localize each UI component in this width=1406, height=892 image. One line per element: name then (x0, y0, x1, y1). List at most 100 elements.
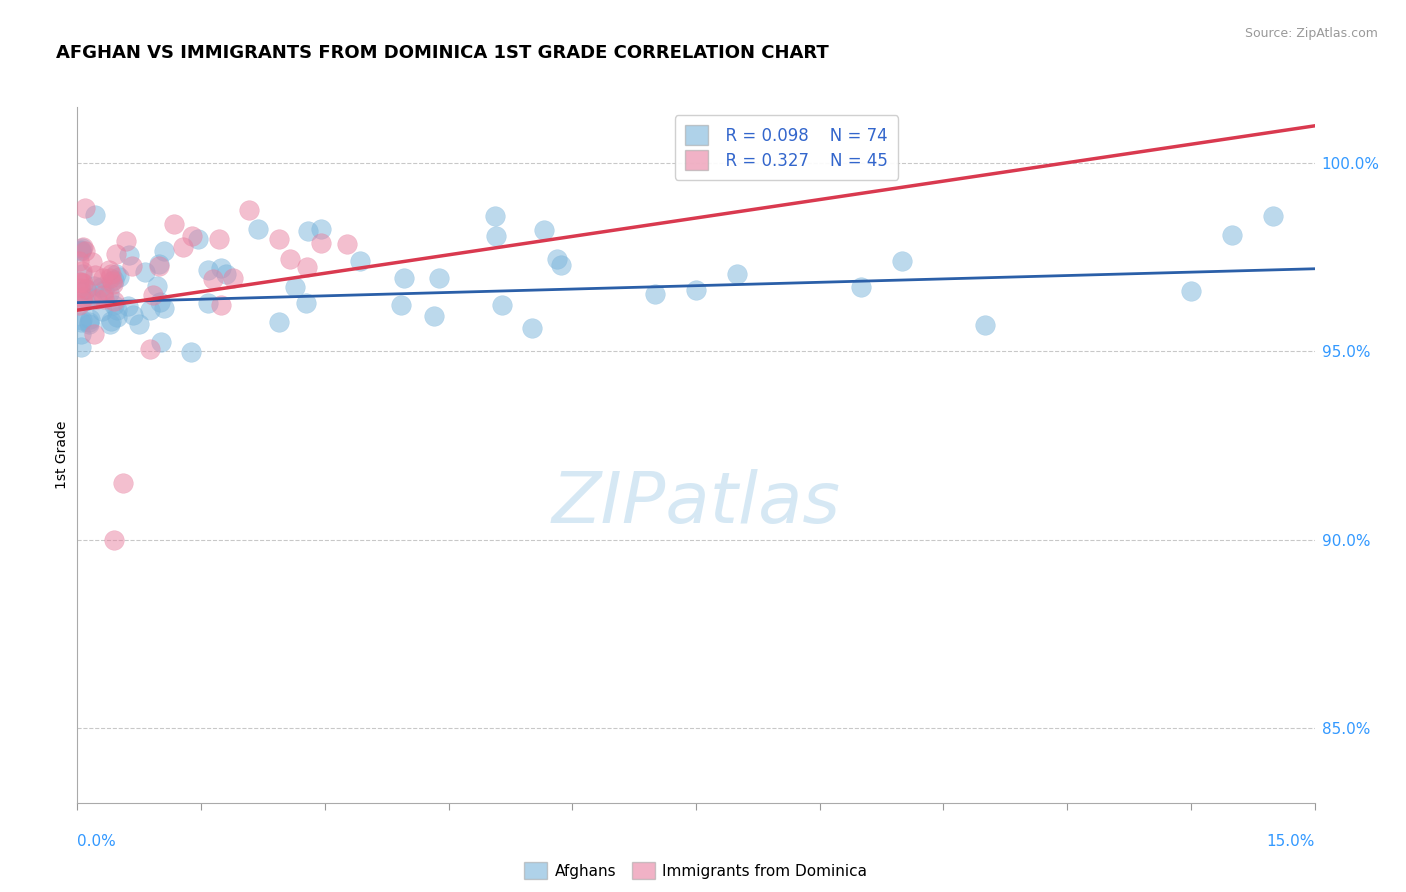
Point (67, 276, 90, 290)
Point (484, 209, 506, 223)
Point (246, 222, 269, 236)
Point (295, 260, 318, 275)
Point (93, 283, 115, 297)
Point (83, 208, 105, 222)
Point (422, 309, 444, 323)
Point (111, 476, 134, 491)
Point (70, 340, 93, 354)
Text: ZIPatlas: ZIPatlas (551, 469, 841, 538)
Point (146, 279, 169, 293)
Point (115, 234, 138, 248)
Point (209, 298, 232, 312)
Point (152, 301, 174, 316)
Point (187, 232, 209, 246)
Point (349, 253, 371, 268)
Point (117, 248, 139, 262)
Point (294, 296, 316, 310)
Point (100, 267, 122, 281)
Point (180, 345, 202, 359)
Point (105, 303, 128, 318)
Point (335, 237, 357, 252)
Point (139, 303, 162, 318)
Text: Source: ZipAtlas.com: Source: ZipAtlas.com (1244, 27, 1378, 40)
Point (107, 269, 129, 284)
Point (75, 282, 97, 296)
Point (70, 312, 93, 326)
Point (91, 304, 114, 318)
Point (83, 327, 105, 342)
Point (148, 259, 170, 273)
Point (181, 229, 204, 244)
Point (644, 286, 666, 301)
Point (172, 240, 194, 254)
Point (103, 277, 125, 292)
Point (104, 267, 127, 281)
Point (69, 275, 91, 289)
Point (280, 252, 302, 266)
Text: 0.0%: 0.0% (77, 834, 117, 849)
Point (149, 294, 172, 309)
Point (98, 263, 121, 277)
Y-axis label: 1st Grade: 1st Grade (55, 421, 69, 489)
Point (72, 241, 94, 255)
Point (72, 267, 94, 281)
Point (101, 274, 124, 288)
Point (284, 279, 307, 293)
Point (72, 240, 94, 254)
Point (201, 271, 224, 285)
Point (139, 342, 162, 356)
Point (72, 290, 94, 304)
Point (1220, 227, 1243, 242)
Point (83, 268, 105, 283)
Point (86, 292, 108, 306)
Point (72, 276, 94, 290)
Point (209, 261, 232, 276)
Point (70, 326, 93, 341)
Point (100, 314, 122, 328)
Point (891, 254, 914, 268)
Legend: Afghans, Immigrants from Dominica: Afghans, Immigrants from Dominica (519, 855, 873, 886)
Point (221, 271, 243, 285)
Point (491, 298, 513, 312)
Point (103, 293, 125, 308)
Point (91, 288, 114, 302)
Point (79, 291, 101, 305)
Point (77, 317, 100, 331)
Text: 15.0%: 15.0% (1267, 834, 1315, 849)
Point (75, 244, 97, 258)
Point (197, 296, 219, 310)
Point (83, 279, 105, 293)
Point (104, 247, 127, 261)
Point (73, 294, 96, 309)
Point (522, 320, 544, 334)
Point (215, 267, 238, 281)
Point (849, 280, 872, 294)
Point (121, 308, 143, 322)
Point (485, 229, 508, 244)
Point (69, 281, 91, 295)
Point (70, 315, 93, 329)
Point (72, 263, 94, 277)
Point (117, 299, 139, 313)
Point (685, 283, 707, 297)
Point (533, 223, 555, 237)
Point (297, 224, 319, 238)
Point (128, 318, 150, 332)
Point (546, 252, 568, 267)
Point (150, 335, 173, 350)
Point (70, 244, 93, 258)
Point (75, 282, 97, 296)
Point (70, 244, 93, 258)
Point (73, 202, 96, 216)
Point (142, 288, 165, 302)
Point (121, 260, 143, 274)
Point (80, 255, 103, 269)
Point (392, 271, 415, 285)
Point (1180, 284, 1202, 298)
Point (311, 222, 333, 236)
Point (550, 258, 572, 272)
Point (67, 298, 90, 312)
Point (77, 315, 100, 329)
Point (103, 273, 125, 287)
Point (389, 297, 412, 311)
